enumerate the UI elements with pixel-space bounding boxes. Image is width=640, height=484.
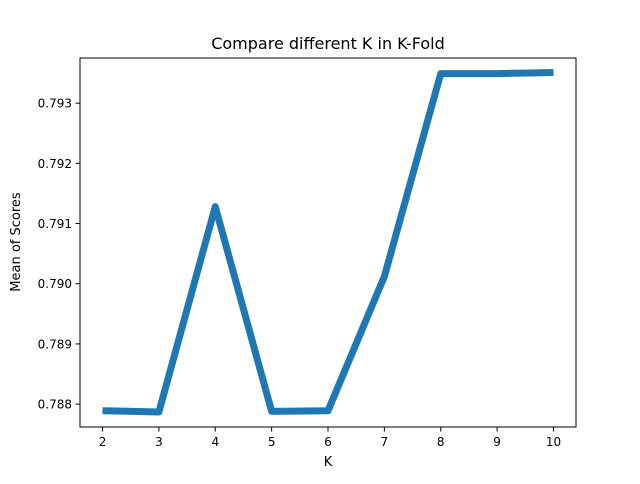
data-point <box>383 276 385 278</box>
data-point <box>271 410 273 412</box>
data-point <box>327 410 329 412</box>
x-tick-label: 5 <box>268 435 276 449</box>
series-line <box>102 68 554 416</box>
data-point <box>158 411 160 413</box>
data-point <box>552 71 554 73</box>
x-tick-label: 9 <box>493 435 501 449</box>
data-point <box>496 73 498 75</box>
x-tick-label: 4 <box>211 435 219 449</box>
plot-area-frame <box>79 57 577 428</box>
chart-title: Compare different K in K-Fold <box>211 34 445 53</box>
y-tick-label: 0.790 <box>38 277 72 291</box>
y-axis-label: Mean of Scores <box>9 192 24 292</box>
y-tick-label: 0.793 <box>38 97 72 111</box>
y-tick-label: 0.788 <box>38 398 72 412</box>
x-tick-label: 10 <box>546 435 561 449</box>
axis-ticks: 2 3 4 5 6 7 8 9 10 0.788 0.789 0.790 0.791 0.792 0.793 <box>38 97 561 449</box>
x-axis-label: K <box>324 455 333 470</box>
data-point <box>214 206 216 208</box>
x-tick-label: 2 <box>99 435 107 449</box>
series-layer <box>102 68 554 416</box>
data-point <box>440 73 442 75</box>
y-tick-label: 0.791 <box>38 217 72 231</box>
x-tick-label: 8 <box>437 435 445 449</box>
x-tick-label: 6 <box>324 435 332 449</box>
y-tick-label: 0.789 <box>38 337 72 351</box>
x-tick-label: 7 <box>381 435 389 449</box>
x-tick-label: 3 <box>155 435 163 449</box>
data-point <box>102 410 104 412</box>
y-tick-label: 0.792 <box>38 157 72 171</box>
